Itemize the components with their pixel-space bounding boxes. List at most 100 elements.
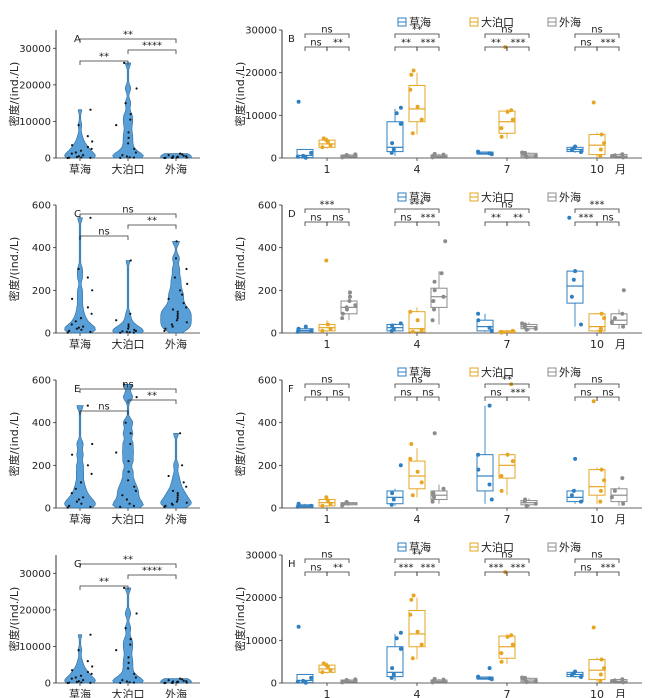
significance-bracket [79,388,177,393]
data-point [409,442,414,446]
data-point [598,488,603,493]
data-point [179,677,182,680]
x-tick-label: 大泊口 [112,512,145,526]
data-point [398,630,403,635]
data-point [347,299,352,303]
data-point [176,496,179,499]
data-point [344,500,349,504]
significance-bracket [79,563,177,568]
data-point [133,672,136,676]
data-point [129,432,132,435]
data-point [75,327,78,330]
box-body [408,460,426,490]
significance-label: *** [590,200,605,211]
data-point [303,324,308,329]
data-point [340,679,345,684]
data-point [408,309,413,314]
data-point [353,677,358,682]
y-axis-label: 密度/(ind./L) [233,237,247,302]
panel-letter: C [74,209,81,220]
y-tick-label: 10000 [19,642,51,653]
data-point [411,68,416,73]
data-point [533,153,538,158]
data-point [77,680,80,683]
data-point [328,143,333,148]
y-tick-label: 200 [32,286,51,297]
data-point [176,317,179,320]
x-tick-label: 4 [414,688,421,698]
data-point [296,326,301,331]
data-point [320,145,325,150]
data-point [599,657,604,662]
data-point [185,306,188,309]
x-unit-label: 月 [615,338,626,351]
significance-label: ns [591,375,603,386]
significance-label: ns [332,388,344,399]
data-point [524,503,529,508]
data-point [598,672,603,677]
data-point [77,649,80,652]
data-point [68,156,71,159]
data-point [533,326,538,331]
data-point [598,326,603,331]
significance-label: ns [591,550,603,561]
significance-bracket [394,33,440,38]
y-tick-label: 10000 [245,636,277,647]
significance-bracket [326,396,350,401]
y-tick-label: 20000 [19,605,51,616]
significance-label: ns [580,563,592,574]
data-point [134,151,137,154]
x-tick-label: 大泊口 [112,162,145,176]
data-point [185,155,188,158]
data-point [179,152,182,155]
data-point [320,503,325,508]
x-tick-label: 4 [414,513,421,526]
significance-bracket [79,213,177,218]
x-tick-label: 10 [590,338,604,351]
data-point [509,633,514,638]
data-point [415,318,420,323]
data-point [609,679,614,684]
data-point [176,680,179,683]
data-point [71,669,74,672]
data-point [77,498,80,501]
data-point [164,504,167,507]
legend-label: 草海 [409,365,431,379]
data-point [90,147,93,150]
data-point [408,456,413,461]
data-point [135,87,138,90]
data-point [573,144,578,149]
data-point [176,492,179,495]
significance-label: ns [310,213,322,224]
data-point [163,329,166,332]
data-point [129,638,132,641]
data-point [89,330,92,333]
data-point [132,331,135,334]
data-point [309,503,314,508]
data-point [121,330,124,333]
data-point [415,469,420,474]
data-point [408,612,413,617]
data-point [133,328,136,331]
significance-label: *** [511,38,526,49]
data-point [505,634,510,639]
significance-bracket [79,60,129,65]
data-point [321,661,326,666]
y-axis-label: 密度/(ind./L) [7,412,21,477]
y-tick-label: 0 [45,504,51,515]
data-point [70,323,73,326]
box-body [430,287,448,308]
significance-label: ** [123,30,133,41]
data-point [510,328,515,333]
significance-label: ns [501,550,513,561]
significance-bracket [416,46,440,51]
data-point [499,134,504,139]
significance-label: **** [142,41,162,52]
significance-label: ** [99,577,109,588]
data-point [70,152,73,155]
significance-label: ns [580,388,592,399]
data-point [410,493,415,498]
data-point [523,675,528,680]
data-point [571,488,576,493]
